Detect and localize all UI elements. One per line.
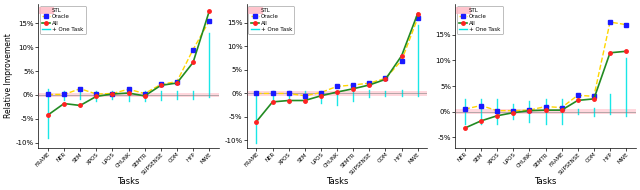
Y-axis label: Relative Improvement: Relative Improvement [4,33,13,118]
X-axis label: Tasks: Tasks [117,177,140,186]
Bar [455,109,636,114]
Legend: STL, Oracle, All, + One Task: STL, Oracle, All, + One Task [40,6,86,34]
X-axis label: Tasks: Tasks [534,177,557,186]
Legend: STL, Oracle, All, + One Task: STL, Oracle, All, + One Task [457,6,502,34]
Bar [38,93,219,97]
Bar [246,91,428,96]
Legend: STL, Oracle, All, + One Task: STL, Oracle, All, + One Task [248,6,294,34]
X-axis label: Tasks: Tasks [326,177,348,186]
